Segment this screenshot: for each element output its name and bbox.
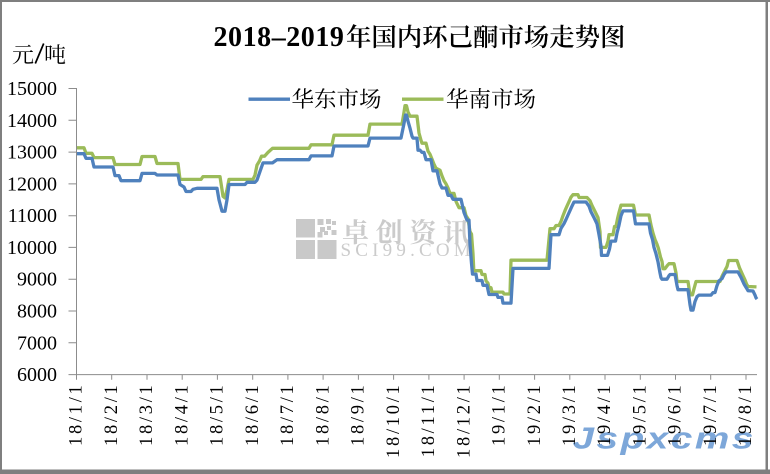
svg-text:13000: 13000: [7, 142, 57, 164]
svg-text:12000: 12000: [7, 173, 57, 195]
svg-text:18/11/1: 18/11/1: [419, 383, 439, 458]
svg-text:19/7/1: 19/7/1: [701, 383, 721, 446]
svg-text:18/10/1: 18/10/1: [384, 383, 404, 458]
svg-text:19/4/1: 19/4/1: [595, 383, 615, 446]
svg-text:Jspxcms: Jspxcms: [573, 421, 756, 455]
svg-text:18/7/1: 18/7/1: [278, 383, 298, 446]
svg-text:18/6/1: 18/6/1: [243, 383, 263, 446]
svg-text:18/5/1: 18/5/1: [208, 383, 228, 446]
svg-text:6000: 6000: [17, 364, 57, 386]
svg-text:19/1/1: 19/1/1: [490, 383, 510, 446]
svg-text:11000: 11000: [8, 205, 57, 227]
svg-text:18/3/1: 18/3/1: [137, 383, 157, 446]
svg-text:19/3/1: 19/3/1: [560, 383, 580, 446]
svg-text:18/9/1: 18/9/1: [349, 383, 369, 446]
svg-text:2018–2019: 2018–2019: [214, 22, 345, 53]
svg-text:14000: 14000: [7, 110, 57, 132]
svg-text:19/5/1: 19/5/1: [631, 383, 651, 446]
svg-text:SCI99.COM: SCI99.COM: [341, 240, 475, 261]
svg-text:18/2/1: 18/2/1: [102, 383, 122, 446]
svg-text:18/4/1: 18/4/1: [172, 383, 192, 446]
svg-text:10000: 10000: [7, 237, 57, 259]
svg-text:19/6/1: 19/6/1: [666, 383, 686, 446]
svg-text:9000: 9000: [17, 269, 57, 291]
svg-text:15000: 15000: [7, 78, 57, 100]
svg-text:19/2/1: 19/2/1: [525, 383, 545, 446]
svg-text:7000: 7000: [17, 332, 57, 354]
svg-text:8000: 8000: [17, 301, 57, 323]
svg-text:18/8/1: 18/8/1: [313, 383, 333, 446]
svg-text:18/1/1: 18/1/1: [67, 383, 87, 446]
svg-text:18/12/1: 18/12/1: [454, 383, 474, 458]
svg-text:19/8/1: 19/8/1: [736, 383, 756, 446]
